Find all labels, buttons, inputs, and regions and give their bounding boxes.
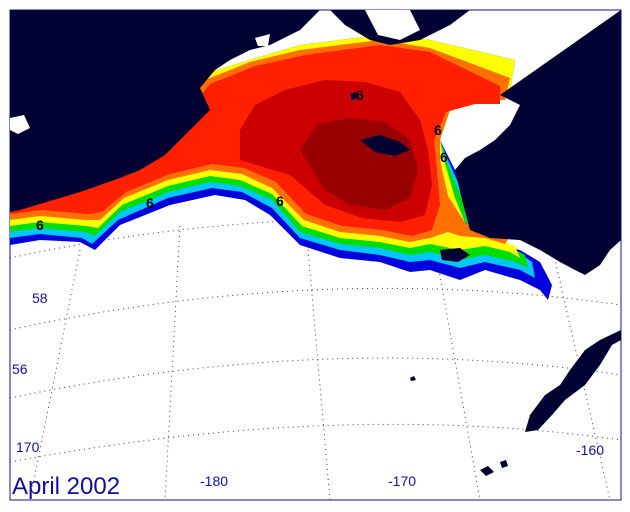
snow-patch-small [255, 34, 270, 46]
ice-concentration-field [10, 35, 552, 300]
lon-label-minus-180: -180 [200, 473, 228, 489]
contour-labels: 6 6 6 6 6 6 [36, 87, 448, 233]
alaska-mainland [455, 10, 621, 432]
lon-label-minus-160: -160 [576, 442, 604, 458]
aleutian-isle-2 [500, 460, 508, 468]
lat-label-58: 58 [32, 290, 48, 306]
contour-label: 6 [356, 87, 364, 103]
map-title: April 2002 [12, 473, 120, 500]
contour-label: 6 [434, 122, 442, 138]
land [10, 10, 621, 476]
chukotka-coast [10, 10, 320, 212]
siberia-landmass [10, 10, 470, 45]
st-lawrence-island [360, 135, 410, 156]
small-islet [350, 92, 358, 100]
snow-patch-tiny [320, 16, 330, 28]
lon-label-minus-170: -170 [388, 473, 416, 489]
lon-label-170: 170 [16, 439, 40, 455]
snow-patch-chukotka [10, 115, 30, 134]
snow-patch-north [365, 10, 420, 40]
lat-label-56: 56 [12, 361, 28, 377]
pribilof-island [410, 376, 416, 381]
snow-patches [10, 10, 420, 134]
contour-label: 6 [146, 195, 154, 211]
nunivak-island [440, 248, 470, 262]
contour-label: 6 [440, 149, 448, 165]
contour-label: 6 [276, 193, 284, 209]
contour-label: 6 [36, 217, 44, 233]
aleutian-isle-1 [480, 466, 494, 476]
